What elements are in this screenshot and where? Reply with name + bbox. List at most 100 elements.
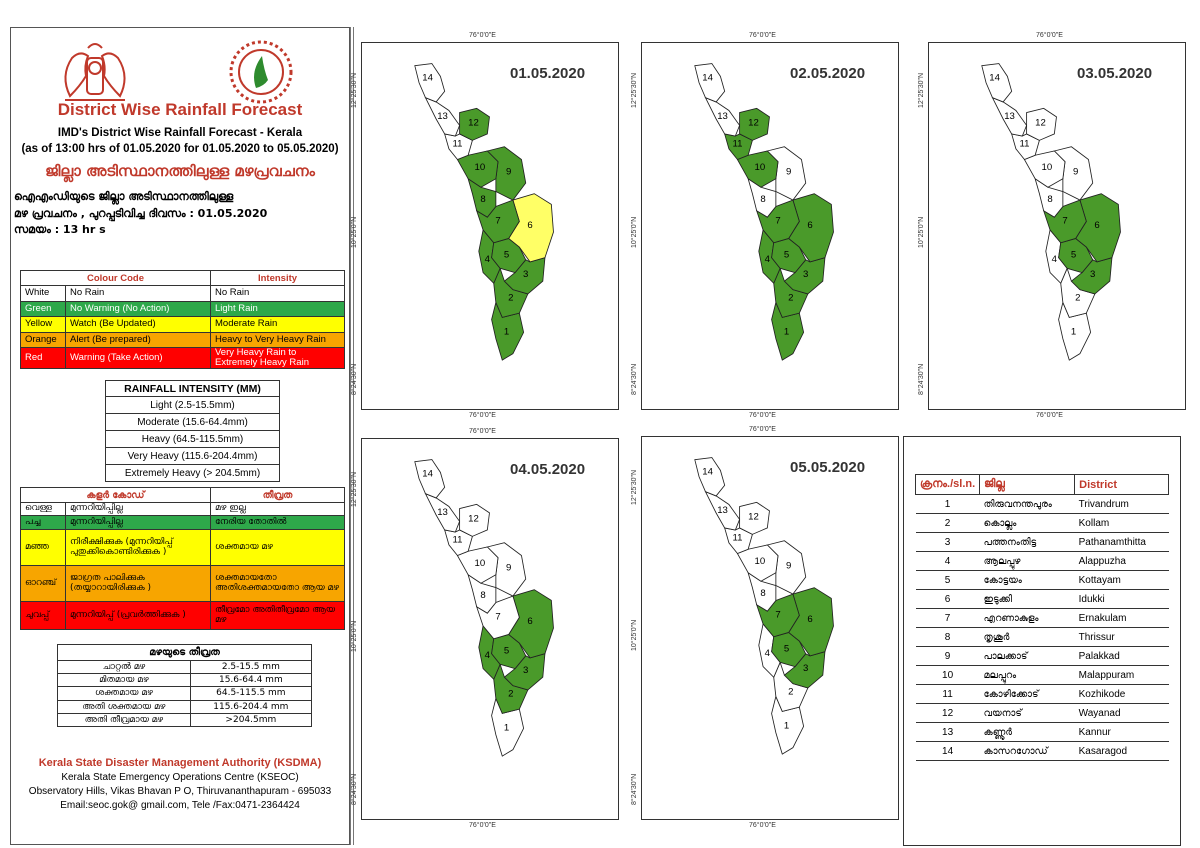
district-label: 4 <box>485 650 491 661</box>
district-label: 10 <box>755 556 766 567</box>
district-number: 5 <box>915 570 980 590</box>
district-row: 10 മലപ്പുറം Malappuram <box>915 665 1169 685</box>
ml-legend-color: പച്ച <box>20 515 66 530</box>
district-label: 10 <box>475 162 486 173</box>
district-shape-13 <box>704 96 741 137</box>
district-number: 13 <box>915 722 980 742</box>
legend-intensity: No Rain <box>210 285 345 302</box>
legend-color: White <box>20 285 66 302</box>
longitude-label-top: 76°0'0"E <box>469 32 496 39</box>
district-label: 11 <box>732 139 742 150</box>
district-label: 7 <box>775 610 780 621</box>
district-name-malayalam: എറണാകുളം <box>979 608 1075 628</box>
legend-row-orange: Orange Alert (Be prepared) Heavy to Very… <box>20 331 345 348</box>
district-name-malayalam: ഇടുക്കി <box>979 589 1075 609</box>
map-date: 04.05.2020 <box>510 461 586 478</box>
district-name-english: Kannur <box>1074 722 1169 742</box>
district-label: 5 <box>1071 250 1076 261</box>
longitude-label-bottom: 76°0'0"E <box>749 412 776 419</box>
district-label: 8 <box>760 194 765 205</box>
district-label: 1 <box>784 720 789 731</box>
district-label: 3 <box>803 663 808 674</box>
district-shape-14 <box>694 63 726 103</box>
district-row: 13 കണ്ണൂർ Kannur <box>915 722 1169 742</box>
district-shape-10 <box>1023 150 1066 188</box>
ml-legend-color: മഞ്ഞ <box>20 529 66 566</box>
district-label: 7 <box>775 216 780 227</box>
district-label: 11 <box>452 139 462 150</box>
map-date: 02.05.2020 <box>790 65 866 82</box>
district-shape-11 <box>724 527 753 555</box>
latitude-label: 10°25'0"N <box>631 619 638 652</box>
district-label: 4 <box>765 254 771 265</box>
district-shape-10 <box>456 546 499 584</box>
latitude-label: 8°24'30"N <box>351 364 358 396</box>
ri-row: Extremely Heavy (> 204.5mm) <box>105 464 280 482</box>
latitude-label: 8°24'30"N <box>351 773 358 805</box>
subtitle-period: (as of 13:00 hrs of 01.05.2020 for 01.05… <box>21 143 339 155</box>
district-label: 14 <box>422 469 433 480</box>
district-label: 1 <box>504 722 509 733</box>
district-label: 4 <box>1052 254 1058 265</box>
ml-legend-code: മുന്നറിയിപ്പില്ല <box>65 515 211 530</box>
district-name-malayalam: കൊല്ലം <box>979 513 1075 533</box>
ml-legend-intensity: മഴ ഇല്ല <box>210 502 345 516</box>
district-name-malayalam: തൃശൂർ <box>979 627 1075 647</box>
malayalam-line-2: മഴ പ്രവചനം , പുറപ്പടിവിച്ച ദിവസം : 01.05… <box>14 207 268 220</box>
longitude-label-bottom: 76°0'0"E <box>1036 412 1063 419</box>
legend-color: Red <box>20 347 66 369</box>
ksdma-logo-icon <box>229 40 293 104</box>
district-row: 7 എറണാകുളം Ernakulam <box>915 608 1169 628</box>
longitude-label-bottom: 76°0'0"E <box>749 822 776 829</box>
legend-row-yellow: Yellow Watch (Be Updated) Moderate Rain <box>20 316 345 333</box>
legend-row-green: Green No Warning (No Action) Light Rain <box>20 300 345 317</box>
district-label: 8 <box>480 194 485 205</box>
ri-row: Moderate (15.6-64.4mm) <box>105 413 280 431</box>
district-label: 10 <box>755 162 766 173</box>
ml-legend-code: മുന്നറിയിപ്പില്ല <box>65 502 211 516</box>
forecast-map: 02.05.2020 1 2 3 4 5 6 7 8 9 10 11 12 13 14 <box>641 42 899 410</box>
ri-title: RAINFALL INTENSITY (MM) <box>105 380 280 397</box>
district-label: 4 <box>765 648 771 659</box>
malayalam-line-1: ഐഎംഡിയുടെ ജില്ലാ അടിസ്ഥാനത്തിലുള്ള <box>14 190 234 203</box>
ml-legend-intensity: തീവ്രമോ അതിതീവ്രമോ ആയ മഴ <box>210 601 345 630</box>
district-name-english: Kasaragod <box>1074 741 1169 761</box>
district-label: 2 <box>508 292 513 303</box>
district-shape-13 <box>424 492 461 533</box>
district-name-english: Palakkad <box>1074 646 1169 666</box>
district-shape-3 <box>503 257 546 295</box>
district-table: ക്രനം./sl.n. ജില്ല District 1 തിരുവനന്തപു… <box>914 474 1169 761</box>
district-label: 12 <box>468 513 479 524</box>
district-label: 5 <box>784 250 789 261</box>
map-date: 03.05.2020 <box>1077 65 1153 82</box>
district-name-english: Trivandrum <box>1074 494 1169 514</box>
district-shape-10 <box>736 150 779 188</box>
district-label: 6 <box>527 220 532 231</box>
latitude-label: 10°25'0"N <box>918 216 925 249</box>
district-shape-11 <box>724 133 753 161</box>
district-shape-12 <box>459 503 490 537</box>
legend-code: Alert (Be prepared) <box>65 331 211 348</box>
ri-ml-label: അതി തീവ്രമായ മഴ <box>57 712 191 727</box>
latitude-label: 12°25'30"N <box>631 470 638 506</box>
footer-contact: Email:seoc.gok@ gmail.com, Tele /Fax:047… <box>60 800 300 811</box>
district-shape-8 <box>747 177 777 218</box>
district-name-malayalam: പത്തനംതിട്ട <box>979 532 1075 552</box>
legend-intensity: Moderate Rain <box>210 316 345 333</box>
legend-code: No Warning (No Action) <box>65 300 211 317</box>
malayalam-title: ജില്ലാ അടിസ്ഥാനത്തിലുള്ള മഴപ്രവചനം <box>45 162 315 180</box>
district-label: 11 <box>732 533 742 544</box>
district-name-malayalam: കണ്ണൂർ <box>979 722 1075 742</box>
district-label: 11 <box>452 535 462 546</box>
longitude-label-bottom: 76°0'0"E <box>469 412 496 419</box>
district-name-english: Idukki <box>1074 589 1169 609</box>
district-label: 3 <box>803 269 808 280</box>
district-number: 10 <box>915 665 980 685</box>
district-name-malayalam: തിരുവനന്തപുരം <box>979 494 1075 514</box>
district-row: 9 പാലക്കാട് Palakkad <box>915 646 1169 666</box>
district-label: 2 <box>788 292 793 303</box>
district-name-english: Wayanad <box>1074 703 1169 723</box>
colour-code-legend: Colour Code Intensity White No Rain No R… <box>20 270 345 369</box>
